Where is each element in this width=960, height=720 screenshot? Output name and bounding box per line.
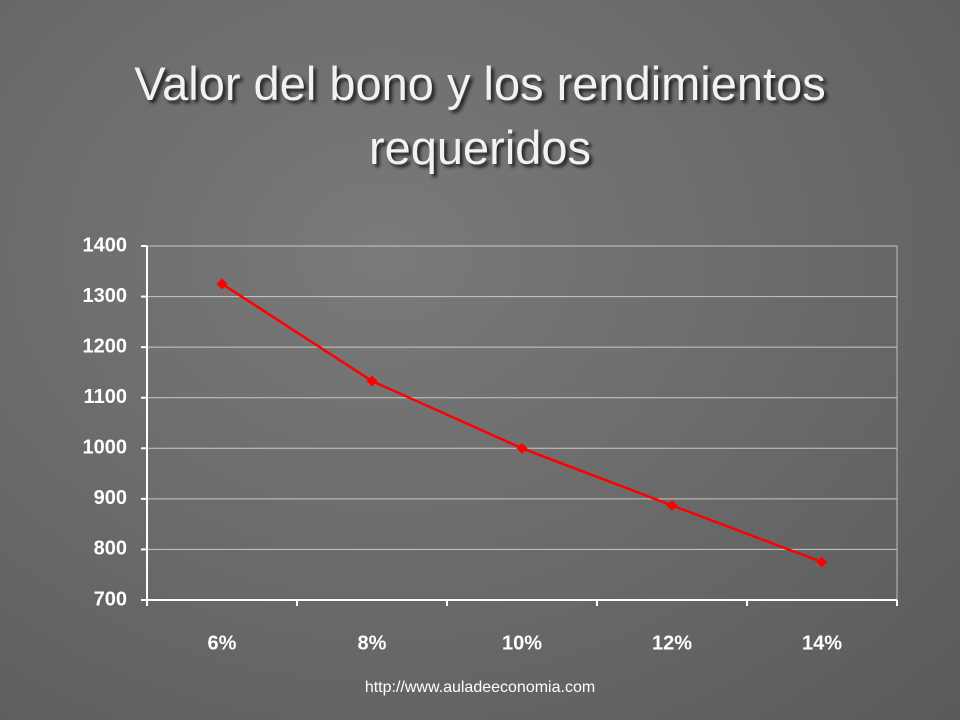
y-tick-label: 800 bbox=[94, 538, 127, 560]
y-tick-label: 1100 bbox=[84, 386, 127, 408]
y-tick-label: 1400 bbox=[83, 234, 128, 256]
data-marker bbox=[366, 375, 378, 387]
y-tick-label: 700 bbox=[94, 588, 127, 610]
data-marker bbox=[816, 556, 828, 568]
data-line bbox=[221, 282, 823, 564]
y-tick-label: 1300 bbox=[83, 285, 128, 307]
y-tick-label: 900 bbox=[94, 487, 127, 509]
x-tick-label: 6% bbox=[208, 632, 237, 654]
y-tick-label: 1000 bbox=[83, 437, 128, 459]
data-marker bbox=[216, 278, 228, 290]
x-tick-label: 10% bbox=[502, 632, 542, 654]
footer-url: http://www.auladeeconomia.com bbox=[364, 679, 596, 696]
data-marker bbox=[666, 499, 678, 511]
y-tick-label: 1200 bbox=[83, 335, 128, 357]
slide-title: Valor del bono y los rendimientos requer… bbox=[134, 57, 826, 174]
x-tick-label: 12% bbox=[652, 632, 692, 654]
x-tick-label: 8% bbox=[358, 632, 387, 654]
x-tick-label: 14% bbox=[802, 632, 842, 654]
data-marker bbox=[516, 442, 528, 454]
